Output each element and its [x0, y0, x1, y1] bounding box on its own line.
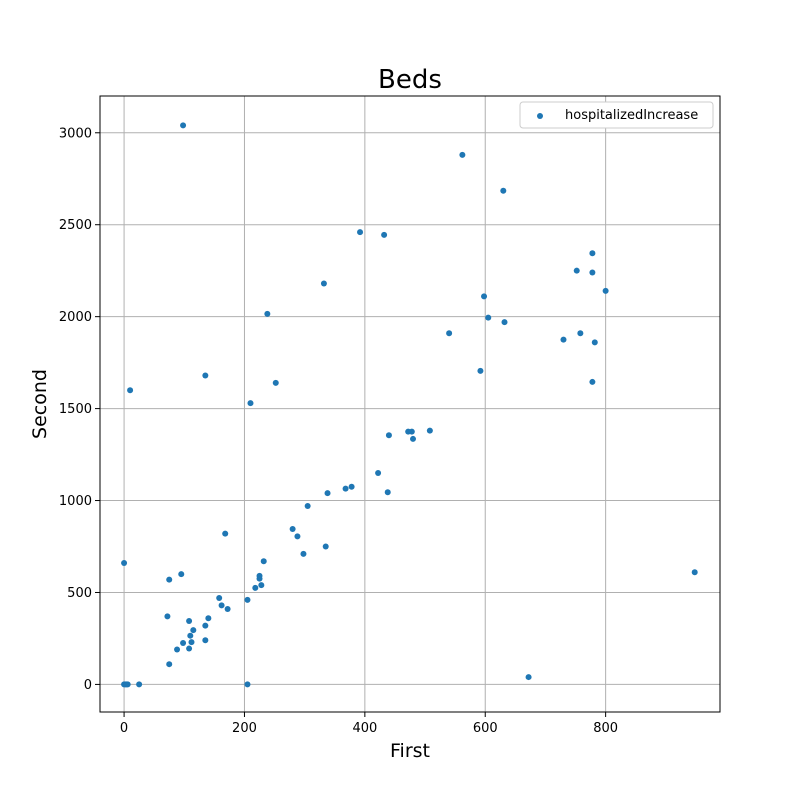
data-point	[304, 503, 311, 510]
data-point	[342, 485, 349, 492]
data-point	[589, 269, 596, 276]
data-point	[459, 151, 466, 158]
data-point	[426, 427, 433, 434]
data-point	[477, 367, 484, 374]
axis-ticks: 0 200 400 600 800 0 500 1000 1500 2000 2500 3000	[59, 126, 618, 736]
x-tick-label: 600	[473, 721, 498, 736]
y-tick-label: 1500	[59, 402, 92, 417]
data-point	[178, 571, 185, 578]
data-point	[202, 637, 209, 644]
data-point	[260, 558, 267, 565]
data-point	[691, 569, 698, 576]
data-points	[121, 122, 698, 688]
data-point	[485, 314, 492, 321]
data-point	[385, 432, 392, 439]
data-point	[258, 582, 265, 589]
data-point	[289, 526, 296, 533]
data-point	[244, 596, 251, 603]
data-point	[446, 330, 453, 337]
data-point	[577, 330, 584, 337]
data-point	[188, 639, 195, 646]
data-point	[256, 572, 263, 579]
data-point	[589, 378, 596, 385]
x-tick-label: 200	[232, 721, 257, 736]
data-point	[166, 576, 173, 583]
y-tick-label: 2000	[59, 310, 92, 325]
data-point	[252, 584, 259, 591]
data-point	[205, 615, 212, 622]
data-point	[408, 428, 415, 435]
data-point	[247, 400, 254, 407]
data-point	[375, 469, 382, 476]
x-tick-label: 400	[352, 721, 377, 736]
data-point	[300, 550, 307, 557]
data-point	[381, 231, 388, 238]
legend-box	[519, 101, 714, 129]
y-tick-label: 3000	[59, 126, 92, 141]
data-point	[294, 533, 301, 540]
data-point	[272, 379, 279, 386]
chart-title: Beds	[378, 65, 442, 95]
data-point	[410, 435, 417, 442]
data-point	[186, 617, 193, 624]
data-point	[187, 632, 194, 639]
data-point	[324, 490, 331, 497]
data-point	[244, 681, 251, 688]
data-point	[384, 489, 391, 496]
data-point	[591, 339, 598, 346]
legend-marker	[537, 113, 543, 119]
data-point	[218, 602, 225, 609]
data-point	[501, 319, 508, 326]
data-point	[180, 640, 187, 647]
data-point	[202, 372, 209, 379]
y-tick-label: 500	[67, 586, 92, 601]
data-point	[190, 627, 197, 634]
data-point	[602, 287, 609, 294]
legend-label: hospitalizedIncrease	[565, 108, 698, 123]
data-point	[186, 645, 193, 652]
x-tick-label: 0	[120, 721, 128, 736]
y-tick-label: 2500	[59, 218, 92, 233]
y-tick-label: 0	[84, 678, 92, 693]
data-point	[560, 336, 567, 343]
data-point	[525, 674, 532, 681]
data-point	[348, 483, 355, 490]
grid	[100, 96, 720, 712]
data-point	[322, 543, 329, 550]
data-point	[589, 250, 596, 257]
data-point	[164, 613, 171, 620]
data-point	[124, 681, 131, 688]
data-point	[166, 661, 173, 668]
data-point	[500, 187, 507, 194]
data-point	[136, 681, 143, 688]
data-point	[127, 387, 134, 394]
data-point	[224, 606, 231, 613]
data-point	[174, 646, 181, 653]
y-tick-label: 1000	[59, 494, 92, 509]
x-axis-label: First	[390, 740, 430, 762]
data-point	[180, 122, 187, 129]
data-point	[202, 622, 209, 629]
plot-frame	[99, 95, 721, 713]
y-axis-label: Second	[29, 369, 51, 439]
legend: hospitalizedIncrease	[519, 101, 714, 129]
data-point	[121, 560, 128, 567]
data-point	[573, 267, 580, 274]
data-point	[481, 293, 488, 300]
data-point	[357, 229, 364, 236]
data-point	[216, 594, 223, 601]
data-point	[320, 280, 327, 287]
x-tick-label: 800	[593, 721, 618, 736]
data-point	[264, 310, 271, 317]
data-point	[222, 530, 229, 537]
